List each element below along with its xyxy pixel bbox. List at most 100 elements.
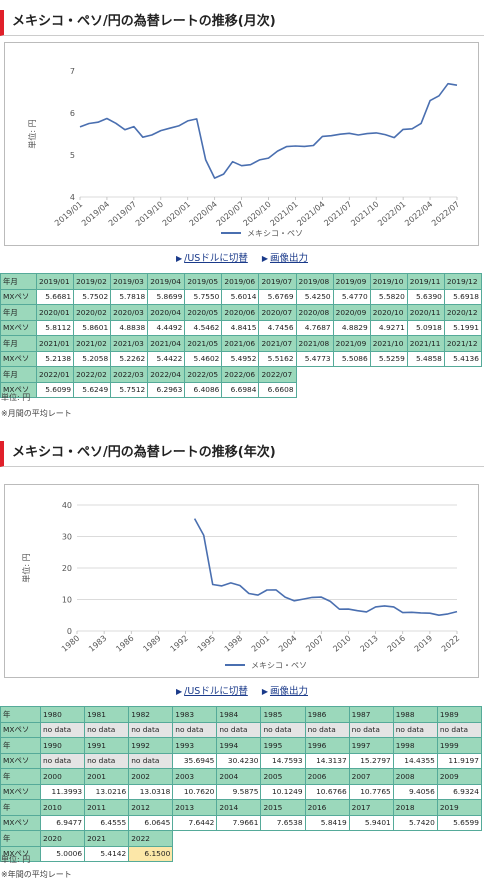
y-axis-label: 単位: 円	[27, 119, 37, 148]
switch-usd-link[interactable]: /USドルに切替	[184, 253, 248, 264]
column-header: 2020/10	[369, 304, 408, 321]
value-cell: 4.8838	[110, 319, 149, 336]
value-cell: no data	[39, 721, 86, 738]
value-cell: 6.4086	[184, 381, 223, 398]
arrow-right-icon: ▶	[175, 254, 183, 263]
value-cell: 6.6984	[221, 381, 260, 398]
column-header: 2002	[128, 768, 174, 785]
column-header: 1984	[216, 706, 262, 723]
yearly-section-title: メキシコ・ペソ/円の為替レートの推移(年次)	[0, 441, 484, 467]
empty-cell	[437, 830, 482, 846]
empty-cell	[407, 366, 445, 382]
value-cell: MXペソ	[0, 381, 37, 398]
value-cell: no data	[392, 721, 438, 738]
column-header: 2020/04	[147, 304, 186, 321]
table-row: MXペソ no data no data no data no data no data n…	[0, 721, 482, 738]
x-tick-label: 1980	[60, 634, 81, 654]
column-header: 1983	[172, 706, 218, 723]
column-header: 2022/01	[35, 366, 75, 383]
image-export-link[interactable]: 画像出力	[269, 686, 308, 697]
x-tick-label: 2016	[386, 634, 407, 654]
empty-cell	[393, 846, 438, 862]
table-row: MXペソ 6.9477 6.4555 6.0645 7.6442 7.9661 7.6538…	[0, 814, 482, 831]
switch-usd-link[interactable]: /USドルに切替	[184, 686, 248, 697]
value-cell: 7.6538	[260, 814, 306, 831]
column-header: 2020/11	[406, 304, 445, 321]
value-cell: 5.4142	[84, 845, 130, 862]
value-cell: 5.7420	[392, 814, 438, 831]
image-export-link[interactable]: 画像出力	[269, 253, 308, 264]
value-cell: 5.4136	[443, 350, 482, 367]
column-header: 2022/05	[184, 366, 223, 383]
arrow-right-icon: ▶	[175, 687, 183, 696]
value-cell: 5.8419	[304, 814, 350, 831]
column-header: 2020/06	[221, 304, 260, 321]
x-tick-label: 2019/01	[53, 200, 84, 228]
column-header: 1993	[172, 737, 218, 754]
value-cell: no data	[128, 752, 174, 769]
empty-cell	[370, 382, 408, 398]
x-tick-label: 2022	[440, 634, 461, 654]
column-header: 2022/06	[221, 366, 260, 383]
column-header: 2021/12	[443, 335, 482, 352]
column-header: 2017	[348, 799, 394, 816]
value-cell: 5.4952	[221, 350, 260, 367]
table-header-row: 年月 2021/01 2021/02 2021/03 2021/04 2021/05 202…	[0, 335, 482, 352]
column-header: 1986	[304, 706, 350, 723]
column-header: 2007	[348, 768, 394, 785]
table-row: MXペソ no data no data no data 35.6945 30.4230 1…	[0, 752, 482, 769]
series-line	[79, 82, 458, 179]
column-header: 2020/01	[35, 304, 75, 321]
value-cell: no data	[304, 721, 350, 738]
column-header: 2005	[260, 768, 306, 785]
column-header: 2019/08	[295, 273, 334, 290]
empty-cell	[172, 846, 217, 862]
column-header: 2003	[172, 768, 218, 785]
column-header: 1982	[128, 706, 174, 723]
column-header: 年月	[0, 366, 37, 383]
empty-cell	[393, 830, 438, 846]
value-cell: 5.7550	[184, 288, 223, 305]
x-tick-label: 2021/10	[349, 200, 380, 228]
value-cell: MXペソ	[0, 319, 37, 336]
column-header: 2021/08	[295, 335, 334, 352]
column-header: 2013	[172, 799, 218, 816]
column-header: 年月	[0, 273, 37, 290]
value-cell: 6.2963	[147, 381, 186, 398]
value-cell: 5.7512	[110, 381, 149, 398]
column-header: 2021/01	[35, 335, 75, 352]
y-tick-label: 30	[62, 533, 72, 542]
value-cell: 4.7687	[295, 319, 334, 336]
monthly-section-title: メキシコ・ペソ/円の為替レートの推移(月次)	[0, 10, 484, 36]
value-cell: 5.8112	[35, 319, 75, 336]
value-cell: MXペソ	[0, 350, 37, 367]
column-header: 2019/04	[147, 273, 186, 290]
column-header: 年	[0, 799, 41, 816]
value-cell: 5.6014	[221, 288, 260, 305]
empty-cell	[407, 382, 445, 398]
column-header: 2019/05	[184, 273, 223, 290]
column-header: 2020/08	[295, 304, 334, 321]
value-cell: 10.1249	[260, 783, 306, 800]
table-header-row: 年 2020 2021 2022	[0, 830, 482, 847]
value-cell: 13.0216	[84, 783, 130, 800]
column-header: 2021/11	[406, 335, 445, 352]
column-header: 2020/09	[332, 304, 371, 321]
column-header: 1981	[84, 706, 130, 723]
value-cell: MXペソ	[0, 721, 41, 738]
column-header: 2022/03	[110, 366, 149, 383]
x-tick-label: 2021/01	[268, 200, 299, 228]
x-tick-label: 1989	[141, 634, 162, 654]
column-header: 2016	[304, 799, 350, 816]
column-header: 2021/05	[184, 335, 223, 352]
value-cell: 11.3993	[39, 783, 86, 800]
table-row: MXペソ 5.6681 5.7502 5.7818 5.8699 5.7550 5.6014…	[0, 288, 482, 305]
value-cell: 5.5086	[332, 350, 371, 367]
yearly-line-chart: 0 10 20 30 40 単位: 円 1980 1983 1986 1989 1992 1995 19…	[21, 501, 461, 670]
y-tick-label: 10	[62, 596, 72, 605]
value-cell: 5.4858	[406, 350, 445, 367]
empty-cell	[172, 830, 217, 846]
column-header: 2020/05	[184, 304, 223, 321]
value-cell: 5.9401	[348, 814, 394, 831]
